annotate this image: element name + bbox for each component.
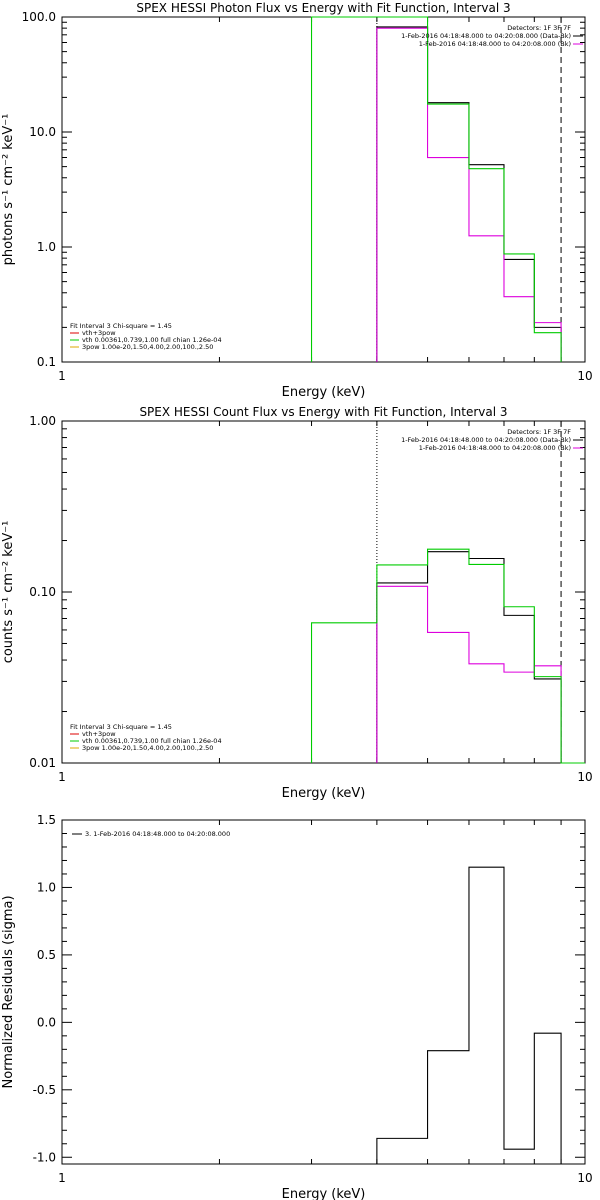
y-tick-label: 10.0: [29, 125, 56, 139]
x-tick-label: 1: [58, 369, 66, 383]
y-tick-label: 0.1: [37, 355, 56, 369]
legend-entry-label: 3. 1-Feb-2016 04:18:48.000 to 04:20:08.0…: [85, 830, 230, 838]
fit-legend-entry: 3pow 1.00e-20,1.50,4.00,2.00,100.,2.50: [82, 343, 213, 351]
fit-summary-label: Fit Interval 3 Chi-square = 1.45: [70, 322, 172, 330]
x-tick-label: 1: [58, 1171, 66, 1185]
fit-legend-entry: 3pow 1.00e-20,1.50,4.00,2.00,100.,2.50: [82, 744, 213, 752]
y-axis-label: photons s⁻¹ cm⁻² keV⁻¹: [1, 114, 16, 266]
series-line-1: [376, 551, 562, 763]
plot-frame: [61, 16, 586, 363]
x-axis-label: Energy (keV): [282, 385, 366, 400]
y-tick-label: 0.01: [29, 756, 56, 770]
x-axis-label: Energy (keV): [282, 1187, 366, 1200]
plot-frame: [61, 420, 586, 764]
x-tick-label: 10: [577, 369, 592, 383]
detectors-label: Detectors: 1F 3F 7F: [507, 428, 571, 436]
y-axis-label: Normalized Residuals (sigma): [1, 895, 16, 1088]
series-line-2: [376, 585, 562, 763]
fit-summary-label: Fit Interval 3 Chi-square = 1.45: [70, 723, 172, 731]
fit-legend-entry: vth+3pow: [82, 329, 116, 337]
y-tick-label: 0.0: [37, 1015, 56, 1029]
legend-entry-label: 1-Feb-2016 04:18:48.000 to 04:20:08.000 …: [419, 444, 571, 452]
fit-legend-entry: vth+3pow: [82, 730, 116, 738]
chart-title: SPEX HESSI Photon Flux vs Energy with Fi…: [136, 1, 510, 15]
y-tick-label: 1.00: [29, 414, 56, 428]
detectors-label: Detectors: 1F 3F 7F: [507, 24, 571, 32]
y-tick-label: 1.0: [37, 880, 56, 894]
x-axis-label: Energy (keV): [282, 786, 366, 801]
plot-frame: [61, 819, 586, 1165]
y-tick-label: 1.5: [37, 813, 56, 827]
legend-entry-label: 1-Feb-2016 04:18:48.000 to 04:20:08.000 …: [401, 32, 571, 40]
x-tick-label: 10: [577, 1171, 592, 1185]
series-line-1: [376, 866, 562, 1164]
y-tick-label: 0.10: [29, 585, 56, 599]
chart-panel-2: SPEX HESSI Count Flux vs Energy with Fit…: [1, 405, 593, 801]
chart-title: SPEX HESSI Count Flux vs Energy with Fit…: [139, 405, 507, 419]
series-line-1: [376, 26, 562, 362]
fit-legend-entry: vth 0.00361,0.739,1.00 full chian 1.26e-…: [82, 737, 222, 745]
legend-entry-label: 1-Feb-2016 04:18:48.000 to 04:20:08.000 …: [401, 436, 571, 444]
series-line-2: [376, 27, 562, 362]
fit-legend-entry: vth 0.00361,0.739,1.00 full chian 1.26e-…: [82, 336, 222, 344]
chart-panel-1: SPEX HESSI Photon Flux vs Energy with Fi…: [1, 1, 593, 400]
y-tick-label: 0.5: [37, 948, 56, 962]
series-line-3: [310, 16, 562, 362]
y-tick-label: 100.0: [22, 10, 56, 24]
x-tick-label: 1: [58, 770, 66, 784]
y-tick-label: -0.5: [33, 1083, 56, 1097]
series-line-3: [310, 548, 585, 764]
y-tick-label: -1.0: [33, 1150, 56, 1164]
y-tick-label: 1.0: [37, 240, 56, 254]
x-tick-label: 10: [577, 770, 592, 784]
chart-panel-3: 1 10 -1.0 -0.5 0.0 0.5 1.0 1.5 Energy (keV) Norma…: [1, 813, 593, 1200]
y-axis-label: counts s⁻¹ cm⁻² keV⁻¹: [1, 521, 16, 664]
legend-entry-label: 1-Feb-2016 04:18:48.000 to 04:20:08.000 …: [419, 40, 571, 48]
